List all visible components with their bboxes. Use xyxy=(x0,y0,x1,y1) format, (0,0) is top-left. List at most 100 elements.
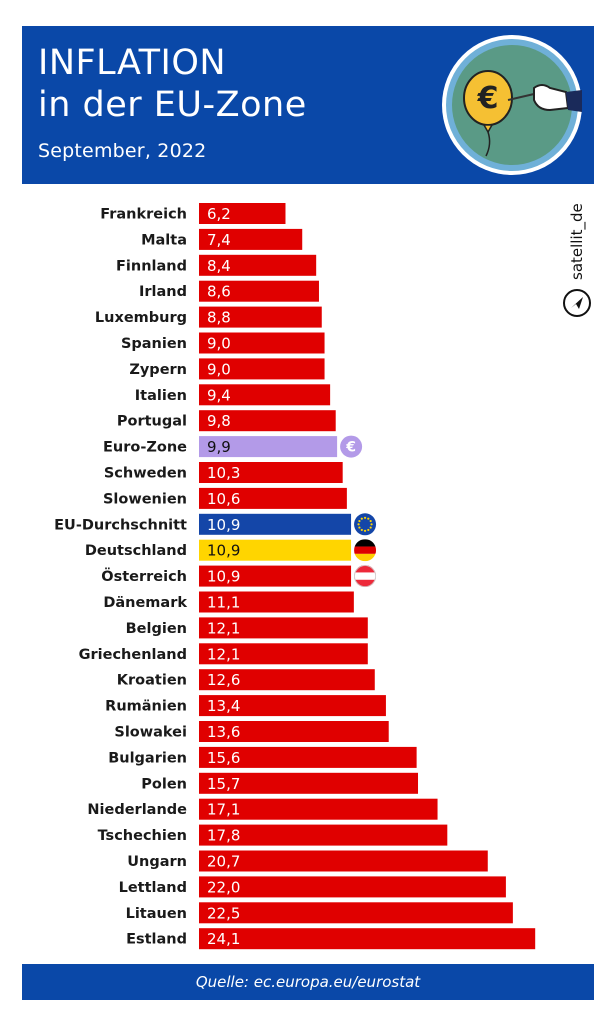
category-label: Irland xyxy=(139,284,187,300)
title-line-1: INFLATION xyxy=(38,43,227,83)
brand: satellit_de xyxy=(562,196,592,317)
category-label: Polen xyxy=(141,776,187,792)
bar xyxy=(199,643,368,665)
value-label: 6,2 xyxy=(207,205,231,223)
value-label: 11,1 xyxy=(207,594,240,612)
page-title: INFLATION in der EU-Zone xyxy=(38,42,307,126)
category-label: Niederlande xyxy=(87,802,187,818)
eu-flag-icon xyxy=(354,513,377,536)
value-label: 9,4 xyxy=(207,386,231,404)
title-line-2: in der EU-Zone xyxy=(38,85,307,125)
bar xyxy=(199,436,338,458)
category-label: Rumänien xyxy=(105,699,187,715)
value-label: 12,6 xyxy=(207,671,240,689)
value-label: 22,5 xyxy=(207,904,240,922)
category-label: Österreich xyxy=(101,567,187,585)
category-label: Lettland xyxy=(119,880,187,896)
value-label: 10,6 xyxy=(207,490,240,508)
bar xyxy=(199,824,448,846)
value-label: 12,1 xyxy=(207,619,240,637)
category-label: Tschechien xyxy=(98,828,187,844)
brand-logo-icon xyxy=(563,289,591,317)
euro-circle-icon: € xyxy=(340,435,363,458)
bar xyxy=(199,876,506,898)
bar xyxy=(199,902,513,924)
value-label: 20,7 xyxy=(207,853,240,871)
value-label: 8,8 xyxy=(207,309,231,327)
category-label: Italien xyxy=(135,388,187,404)
bar xyxy=(199,772,419,794)
bar xyxy=(199,513,352,535)
brand-name: satellit_de xyxy=(568,203,586,280)
svg-text:€: € xyxy=(477,81,499,116)
bar xyxy=(199,928,536,950)
category-label: Belgien xyxy=(126,621,187,637)
category-label: Slowenien xyxy=(103,491,187,507)
category-label: Luxemburg xyxy=(95,310,187,326)
value-label: 9,0 xyxy=(207,335,231,353)
value-label: 10,9 xyxy=(207,516,240,534)
value-label: 22,0 xyxy=(207,878,240,896)
value-label: 8,6 xyxy=(207,283,231,301)
bar xyxy=(199,669,375,691)
value-label: 7,4 xyxy=(207,231,231,249)
category-label: Spanien xyxy=(121,336,187,352)
bar xyxy=(199,280,319,302)
bar xyxy=(199,410,336,432)
bar xyxy=(199,695,386,717)
balloon-pin-icon: € xyxy=(442,35,582,175)
svg-text:€: € xyxy=(345,440,356,456)
bar xyxy=(199,462,343,483)
category-label: Slowakei xyxy=(114,725,187,741)
category-label: Dänemark xyxy=(103,595,187,611)
bar xyxy=(199,721,389,742)
bar xyxy=(199,203,286,224)
value-label: 10,9 xyxy=(207,568,240,586)
value-label: 9,8 xyxy=(207,412,231,430)
category-label: Zypern xyxy=(129,362,187,378)
category-label: EU-Durchschnitt xyxy=(54,517,187,533)
category-label: Euro-Zone xyxy=(103,440,187,456)
value-label: 17,8 xyxy=(207,827,240,845)
bar xyxy=(199,306,322,328)
value-label: 10,3 xyxy=(207,464,240,482)
category-label: Portugal xyxy=(117,414,187,430)
bar xyxy=(199,228,303,250)
page-subtitle: September, 2022 xyxy=(38,140,207,162)
germany-flag-icon xyxy=(354,539,377,562)
category-label: Deutschland xyxy=(85,543,187,559)
bar xyxy=(199,487,347,509)
value-label: 17,1 xyxy=(207,801,240,819)
category-label: Estland xyxy=(126,932,187,948)
bar xyxy=(199,358,325,380)
bar xyxy=(199,591,354,613)
category-label: Bulgarien xyxy=(108,750,187,766)
category-label: Griechenland xyxy=(79,647,187,663)
bar xyxy=(199,384,331,406)
bar xyxy=(199,254,317,276)
value-label: 13,6 xyxy=(207,723,240,741)
source-footer: Quelle: ec.europa.eu/eurostat xyxy=(22,964,594,1000)
bar xyxy=(199,850,488,872)
category-label: Ungarn xyxy=(127,854,187,870)
value-label: 10,9 xyxy=(207,542,240,560)
value-label: 15,6 xyxy=(207,749,240,767)
bar xyxy=(199,617,368,639)
category-label: Litauen xyxy=(126,906,187,922)
category-label: Kroatien xyxy=(117,673,187,689)
value-label: 13,4 xyxy=(207,697,240,715)
category-label: Frankreich xyxy=(100,207,187,223)
austria-flag-icon xyxy=(354,565,377,588)
bar xyxy=(199,798,438,820)
value-label: 9,9 xyxy=(207,438,231,456)
value-label: 15,7 xyxy=(207,775,240,793)
bar xyxy=(199,539,352,561)
bar xyxy=(199,332,325,354)
bar xyxy=(199,746,417,768)
category-label: Malta xyxy=(141,232,187,248)
value-label: 8,4 xyxy=(207,257,231,275)
value-label: 9,0 xyxy=(207,360,231,378)
category-label: Schweden xyxy=(104,466,187,482)
bar xyxy=(199,565,352,587)
